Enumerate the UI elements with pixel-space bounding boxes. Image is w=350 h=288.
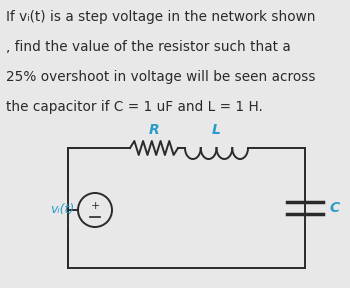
Text: , find the value of the resistor such that a: , find the value of the resistor such th…	[6, 40, 291, 54]
Text: If vᵢ(t) is a step voltage in the network shown: If vᵢ(t) is a step voltage in the networ…	[6, 10, 315, 24]
Text: C: C	[329, 201, 339, 215]
Text: R: R	[149, 123, 159, 137]
Text: the capacitor if C = 1 uF and L = 1 H.: the capacitor if C = 1 uF and L = 1 H.	[6, 100, 263, 114]
Text: 25% overshoot in voltage will be seen across: 25% overshoot in voltage will be seen ac…	[6, 70, 315, 84]
Text: L: L	[212, 123, 221, 137]
Text: vᵢ(t): vᵢ(t)	[50, 204, 74, 217]
Text: +: +	[90, 201, 100, 211]
